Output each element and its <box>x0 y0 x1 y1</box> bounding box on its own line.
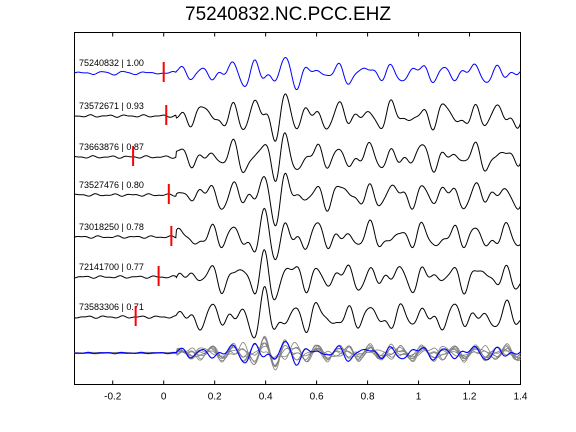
trace-label-6: 72141700 | 0.77 <box>79 262 144 272</box>
x-tick-label: 0.6 <box>310 392 324 403</box>
trace-label-5: 73018250 | 0.78 <box>79 222 144 232</box>
trace-label-2: 73572671 | 0.93 <box>79 101 144 111</box>
x-tick-label: 0.8 <box>361 392 375 403</box>
x-tick-label: 0.2 <box>208 392 222 403</box>
trace-label-1: 75240832 | 1.00 <box>79 58 144 68</box>
trace-line-6 <box>74 249 521 301</box>
trace-line-3 <box>74 132 521 182</box>
pick-markers <box>132 62 173 326</box>
stacked-waveforms <box>74 335 521 371</box>
x-tick-label: 1.2 <box>463 392 477 403</box>
trace-line-1 <box>74 56 521 91</box>
trace-line-4 <box>74 172 521 227</box>
stack-reference-trace <box>74 341 521 366</box>
x-tick-label: 1.4 <box>514 392 528 403</box>
stack-trace-4 <box>74 336 521 366</box>
trace-labels: 75240832 | 1.00 73572671 | 0.93 73663876 |… <box>79 58 144 312</box>
waveform-traces <box>74 56 521 339</box>
x-tick-label: 0 <box>161 392 167 403</box>
trace-line-7 <box>74 286 521 339</box>
trace-label-4: 73527476 | 0.80 <box>79 180 144 190</box>
trace-line-2 <box>74 93 521 142</box>
trace-line-5 <box>74 207 521 261</box>
chart-title: 75240832.NC.PCC.EHZ <box>185 4 391 25</box>
x-tick-label: 0.4 <box>259 392 273 403</box>
x-tick-label: 1 <box>416 392 422 403</box>
trace-label-7: 73583306 | 0.71 <box>79 302 144 312</box>
plot-area-frame <box>74 32 521 385</box>
trace-label-3: 73663876 | 0.87 <box>79 142 144 152</box>
x-tick-label: -0.2 <box>104 392 122 403</box>
x-axis: -0.2 0 0.2 0.4 0.6 0.8 1 1.2 1.4 <box>104 32 528 403</box>
